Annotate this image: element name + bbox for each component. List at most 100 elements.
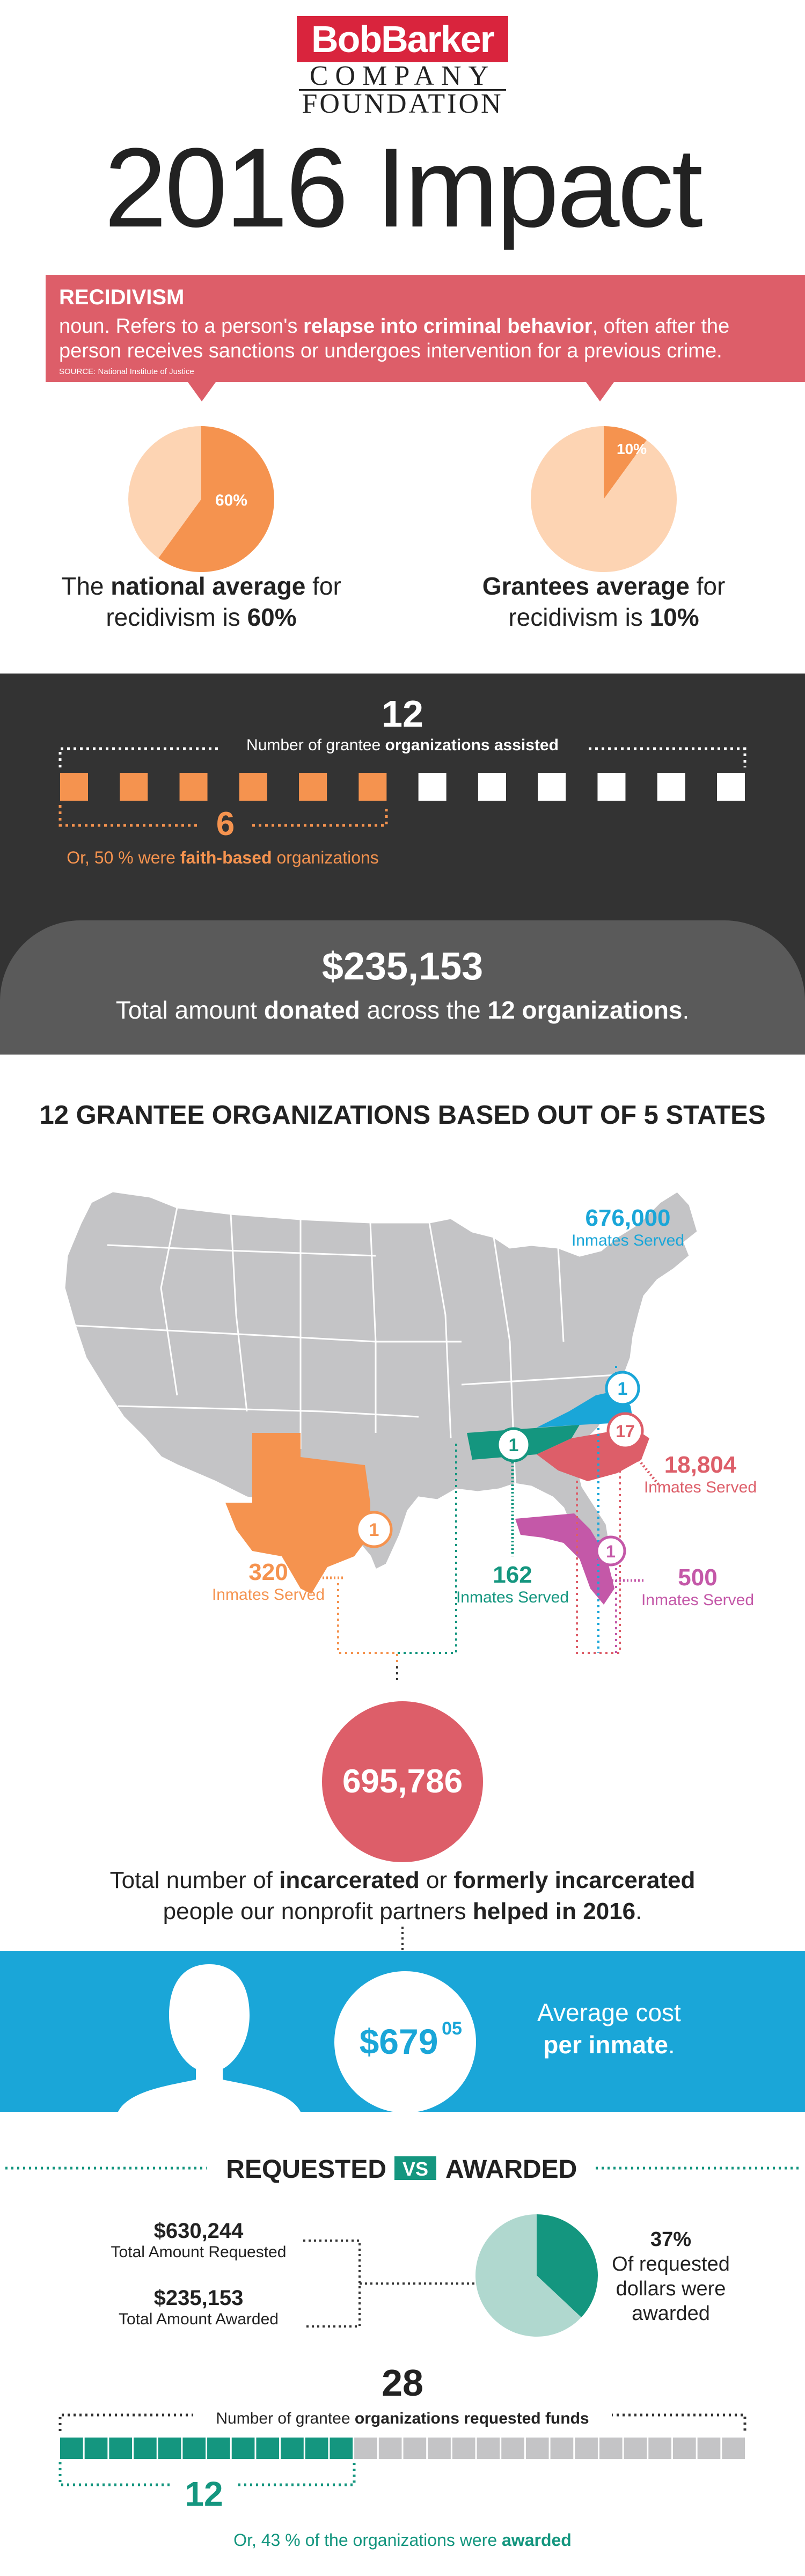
donation-amount: $235,153	[321, 945, 484, 988]
vs-badge: VS	[402, 2158, 428, 2180]
national-pie-slice-rest	[128, 426, 201, 559]
us-map: 1 17 1 1 1	[63, 1190, 699, 1680]
definition-bold: relapse into criminal behavior	[303, 315, 592, 338]
logo-line-2: COMPANY	[299, 62, 506, 91]
requested-bar	[58, 2413, 747, 2486]
orgs-assisted-label: Number of grantee organizations assisted	[220, 736, 585, 755]
awarded-pie-chart	[475, 2214, 598, 2337]
awarded-amount-label: Total Amount Awarded	[119, 2310, 279, 2328]
caption-text: .	[682, 996, 690, 1024]
recidivism-term: RECIDIVISM	[59, 286, 185, 309]
requested-org-block	[575, 2438, 598, 2459]
note-text: Or, 43 % of the organizations were	[233, 2530, 502, 2550]
caption-bold: national average	[111, 572, 306, 600]
virginia-stat: 676,000 Inmates Served	[558, 1205, 698, 1250]
logo-line-1: BobBarker	[297, 16, 508, 62]
requested-org-block	[477, 2438, 500, 2459]
nc-count: 17	[616, 1422, 635, 1441]
florida-served: 500	[678, 1564, 718, 1591]
caption-text: Total amount	[115, 996, 264, 1024]
faith-based-org-square	[60, 773, 88, 801]
requested-orgs-label: Number of grantee organizations requeste…	[193, 2410, 612, 2428]
cost-line-2-bold: per inmate	[543, 2031, 668, 2059]
texas-state	[225, 1433, 370, 1594]
requested-amount: $630,244	[153, 2219, 244, 2243]
person-silhouette-icon	[118, 1964, 301, 2112]
texas-stat: 320 Inmates Served	[199, 1559, 338, 1604]
foundation-logo: BobBarker COMPANY FOUNDATION	[297, 16, 508, 118]
requested-org-block	[722, 2438, 745, 2459]
national-pie-label: 60%	[215, 492, 247, 509]
tennessee-served-label: Inmates Served	[456, 1589, 569, 1606]
florida-stat: 500 Inmates Served	[633, 1564, 762, 1609]
recidivism-definition: noun. Refers to a person's relapse into …	[59, 314, 789, 363]
requested-org-block	[648, 2438, 671, 2459]
awarded-org-block	[207, 2438, 230, 2459]
requested-amount-label: Total Amount Requested	[111, 2243, 287, 2261]
requested-org-block	[354, 2438, 377, 2459]
grantees-pie-chart: 10%	[531, 426, 677, 572]
caption-text: for	[305, 572, 341, 600]
org-square	[538, 773, 566, 801]
requested-org-block	[525, 2438, 549, 2459]
awarded-org-block	[134, 2438, 157, 2459]
awarded-heading: AWARDED	[445, 2155, 577, 2184]
awarded-orgs-note: Or, 43 % of the organizations were award…	[161, 2530, 644, 2550]
requested-heading: REQUESTED	[226, 2155, 386, 2184]
faith-based-org-square	[120, 773, 148, 801]
states-heading: 12 GRANTEE ORGANIZATIONS BASED OUT OF 5 …	[39, 1101, 766, 1130]
caption-bold: 60%	[247, 603, 297, 631]
awarded-percent-block: 37% Of requested dollars were awarded	[601, 2227, 741, 2326]
cost-line-1: Average cost	[537, 1999, 681, 2026]
awarded-pie-slice-rest	[475, 2214, 582, 2337]
awarded-org-block	[330, 2438, 353, 2459]
florida-served-label: Inmates Served	[641, 1591, 755, 1609]
awarded-percent: 37%	[650, 2228, 692, 2251]
note-text: organizations	[272, 848, 379, 867]
awarded-amount-block: $235,153 Total Amount Awarded	[102, 2286, 295, 2329]
tennessee-count: 1	[509, 1435, 519, 1455]
nc-stat: 18,804 Inmates Served	[631, 1452, 770, 1497]
org-square	[657, 773, 685, 801]
label-text: Number of grantee	[216, 2410, 355, 2427]
texas-served: 320	[248, 1559, 288, 1585]
awarded-org-block	[60, 2438, 83, 2459]
rva-bracket	[303, 2240, 475, 2328]
national-pie-slice-60	[158, 426, 275, 572]
definition-pointers	[188, 382, 614, 401]
cost-circle: $679 05	[334, 1971, 476, 2113]
requested-org-block	[501, 2438, 524, 2459]
donation-caption: Total amount donated across the 12 organ…	[0, 996, 805, 1024]
requested-org-block	[599, 2438, 623, 2459]
rva-divider: VS	[5, 2156, 800, 2180]
total-helped-circle: 695,786	[322, 1701, 483, 1862]
caption-bold: 10%	[649, 603, 699, 631]
requested-org-block	[697, 2438, 721, 2459]
virginia-count: 1	[618, 1379, 628, 1399]
caption-text: .	[635, 1898, 642, 1924]
national-average-caption: The national average for recidivism is 6…	[32, 570, 370, 633]
texas-served-label: Inmates Served	[211, 1586, 325, 1604]
logo-line-3: FOUNDATION	[302, 89, 503, 119]
caption-bold: Grantees average	[482, 572, 690, 600]
definition-text: noun. Refers to a person's	[59, 315, 304, 338]
total-helped-number: 695,786	[342, 1763, 463, 1800]
florida-state	[515, 1513, 614, 1605]
recidivism-source: SOURCE: National Institute of Justice	[59, 367, 194, 376]
caption-bold: 12 organizations	[487, 996, 683, 1024]
texas-count: 1	[369, 1520, 379, 1540]
awarded-org-block	[109, 2438, 133, 2459]
note-bold: faith-based	[180, 848, 272, 867]
page-title: 2016 Impact	[104, 125, 703, 251]
caption-text: or	[419, 1867, 454, 1893]
faith-based-org-square	[179, 773, 208, 801]
requested-org-block	[624, 2438, 647, 2459]
grantees-average-caption: Grantees average for recidivism is 10%	[435, 570, 773, 633]
cost-line-2-end: .	[668, 2031, 675, 2059]
caption-text: across the	[360, 996, 488, 1024]
label-bold: organizations requested funds	[354, 2410, 589, 2427]
note-bold: awarded	[502, 2530, 572, 2550]
caption-bold: helped in 2016	[472, 1898, 636, 1924]
caption-bold: donated	[264, 996, 360, 1024]
caption-bold: formerly incarcerated	[453, 1867, 696, 1893]
